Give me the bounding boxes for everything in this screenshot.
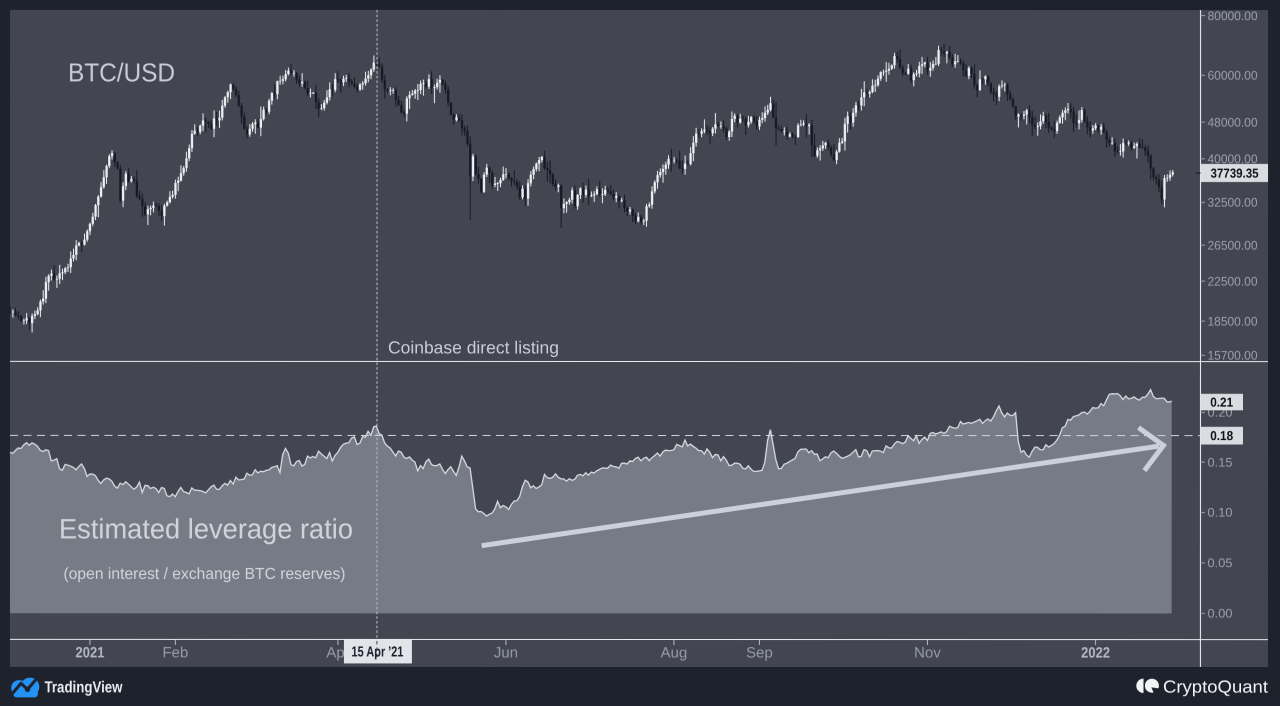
svg-text:15700.00: 15700.00 — [1207, 349, 1257, 363]
svg-text:CryptoQuant: CryptoQuant — [1163, 677, 1268, 697]
svg-text:0.18: 0.18 — [1210, 428, 1233, 443]
svg-text:40000.00: 40000.00 — [1208, 152, 1258, 166]
svg-text:Apr: Apr — [326, 644, 349, 661]
svg-text:0.05: 0.05 — [1207, 556, 1232, 570]
svg-text:2021: 2021 — [75, 644, 104, 661]
svg-text:26500.00: 26500.00 — [1208, 238, 1258, 252]
svg-text:37739.35: 37739.35 — [1211, 166, 1259, 181]
svg-text:BTC/USD: BTC/USD — [68, 57, 175, 87]
svg-text:Coinbase direct listing: Coinbase direct listing — [388, 337, 559, 357]
svg-text:2022: 2022 — [1081, 645, 1110, 662]
svg-text:Jun: Jun — [494, 644, 518, 661]
svg-text:32500.00: 32500.00 — [1208, 196, 1258, 210]
svg-text:15 Apr ’21: 15 Apr ’21 — [351, 645, 403, 661]
svg-text:Feb: Feb — [162, 644, 188, 661]
svg-text:0.21: 0.21 — [1210, 395, 1233, 410]
svg-text:80000.00: 80000.00 — [1208, 9, 1258, 23]
svg-text:Nov: Nov — [914, 645, 941, 662]
svg-text:Aug: Aug — [661, 645, 688, 662]
svg-text:Sep: Sep — [746, 645, 773, 662]
svg-text:60000.00: 60000.00 — [1208, 69, 1258, 83]
svg-text:22500.00: 22500.00 — [1208, 274, 1258, 288]
svg-text:18500.00: 18500.00 — [1208, 314, 1258, 328]
svg-text:(open interest / exchange BTC: (open interest / exchange BTC reserves) — [63, 566, 345, 583]
svg-text:0.10: 0.10 — [1207, 506, 1232, 520]
svg-text:TradingView: TradingView — [44, 679, 122, 696]
svg-text:Estimated leverage ratio: Estimated leverage ratio — [59, 513, 353, 544]
svg-text:48000.00: 48000.00 — [1208, 115, 1258, 129]
svg-text:0.15: 0.15 — [1207, 455, 1232, 469]
svg-text:0.00: 0.00 — [1207, 607, 1232, 621]
